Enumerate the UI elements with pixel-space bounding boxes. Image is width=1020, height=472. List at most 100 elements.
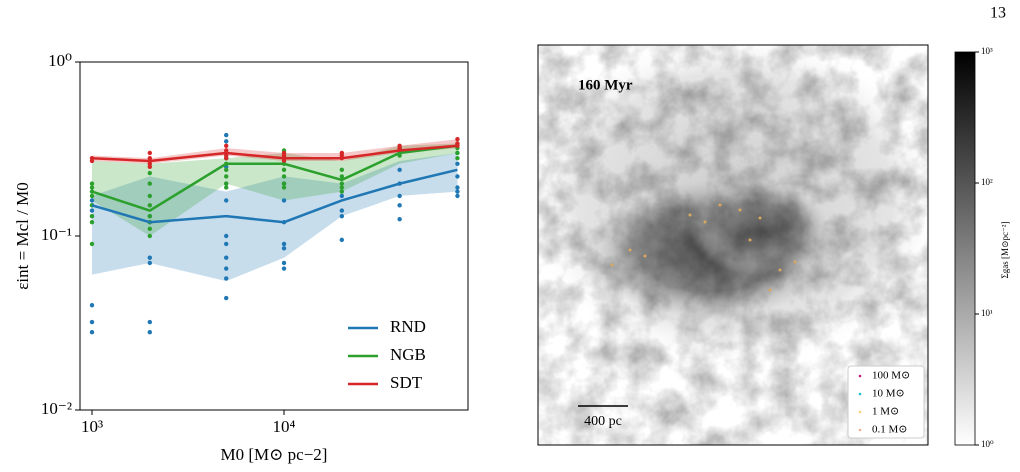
- run-point: [281, 246, 287, 251]
- legend-label: 0.1 M⊙: [872, 424, 908, 436]
- run-point: [89, 185, 95, 190]
- legend-marker: [858, 392, 862, 396]
- run-point: [89, 181, 95, 186]
- run-point: [397, 193, 402, 199]
- legend-label: NGB: [390, 345, 426, 364]
- colorbar: [954, 51, 976, 446]
- run-point: [147, 181, 153, 186]
- colorbar-tick-label: 10¹: [981, 308, 993, 318]
- run-point: [224, 295, 229, 301]
- y-tick-label: 10⁻²: [41, 399, 72, 418]
- run-point: [147, 233, 153, 239]
- run-point: [224, 181, 229, 186]
- run-point: [281, 181, 287, 186]
- median-line: [91, 144, 458, 163]
- run-point: [147, 203, 153, 208]
- x-axis-label: M0 [M⊙ pc−2]: [221, 445, 328, 464]
- run-point: [147, 213, 153, 219]
- x-tick-label: 10⁴: [273, 417, 296, 436]
- legend-label: 100 M⊙: [872, 370, 910, 382]
- legend-marker: [858, 428, 862, 432]
- run-point: [455, 150, 460, 156]
- run-point: [339, 237, 345, 243]
- x-tick-label: 10³: [81, 417, 103, 436]
- y-axis-label: εint = Mcl / M0: [13, 182, 32, 289]
- run-point: [455, 189, 460, 194]
- run-point: [281, 158, 287, 164]
- run-point: [397, 216, 402, 222]
- run-point: [147, 164, 153, 169]
- run-point: [339, 213, 345, 219]
- run-point: [281, 198, 287, 203]
- colorbar-tick-label: 10⁰: [981, 439, 994, 449]
- run-point: [224, 255, 229, 260]
- run-point: [339, 181, 345, 186]
- run-point: [339, 167, 345, 173]
- run-point: [455, 193, 460, 199]
- run-point: [397, 167, 402, 173]
- run-point: [224, 155, 229, 161]
- run-point: [339, 208, 345, 213]
- run-point: [147, 260, 153, 266]
- colorbar-label: Σgas [M⊙pc⁻²]: [1000, 222, 1010, 279]
- run-point: [147, 329, 153, 335]
- run-point: [455, 174, 460, 179]
- run-point: [224, 143, 229, 148]
- run-point: [147, 319, 153, 325]
- run-point: [281, 241, 287, 247]
- run-point: [455, 137, 460, 142]
- band: [91, 143, 458, 236]
- median-line: [91, 168, 458, 224]
- page-number: 13: [990, 5, 1006, 22]
- run-point: [455, 155, 460, 161]
- clusters: [610, 203, 797, 292]
- legend-marker: [858, 410, 862, 414]
- run-point: [224, 198, 229, 203]
- run-point: [89, 158, 95, 164]
- band: [91, 152, 458, 282]
- y-tick-label: 10⁻¹: [41, 225, 72, 244]
- run-point: [147, 193, 153, 199]
- run-point: [339, 174, 345, 179]
- run-point: [224, 233, 229, 239]
- run-point: [147, 226, 153, 231]
- run-point: [89, 213, 95, 219]
- run-point: [455, 161, 460, 166]
- legend-label: RND: [390, 317, 426, 336]
- run-point: [281, 174, 287, 179]
- run-point: [89, 329, 95, 335]
- legend-label: SDT: [390, 373, 423, 392]
- run-point: [89, 220, 95, 225]
- chart: 10³ 10⁴ 10⁻² 10⁻¹ 10⁰ M0 [M⊙ pc−2] εint = Mcl …: [13, 51, 469, 464]
- run-point: [89, 208, 95, 213]
- gas-image: [538, 45, 928, 445]
- colorbar-tick-label: 10³: [981, 46, 993, 56]
- time-label: 160 Myr: [578, 77, 633, 93]
- run-point: [339, 193, 345, 199]
- run-point: [89, 319, 95, 325]
- run-point: [339, 185, 345, 190]
- run-point: [224, 185, 229, 190]
- run-point: [339, 189, 345, 194]
- legend-label: 1 M⊙: [872, 406, 899, 418]
- run-point: [224, 174, 229, 179]
- run-point: [89, 198, 95, 203]
- run-point: [89, 193, 95, 199]
- median-line: [91, 144, 458, 212]
- y-tick-label: 10⁰: [48, 51, 72, 70]
- run-point: [147, 170, 153, 176]
- image-frame: [537, 44, 929, 446]
- run-point: [281, 266, 287, 271]
- run-point: [89, 303, 95, 308]
- run-point: [281, 185, 287, 190]
- run-point: [455, 185, 460, 190]
- scale-bar-label: 400 pc: [584, 414, 622, 429]
- run-point: [224, 276, 229, 281]
- run-point: [224, 167, 229, 173]
- run-point: [281, 167, 287, 173]
- run-point: [224, 241, 229, 247]
- legend-label: 10 M⊙: [872, 388, 905, 400]
- image-legend: 100 M⊙ 10 M⊙ 1 M⊙ 0.1 M⊙: [858, 370, 910, 436]
- run-point: [224, 266, 229, 271]
- legend-marker: [858, 374, 862, 378]
